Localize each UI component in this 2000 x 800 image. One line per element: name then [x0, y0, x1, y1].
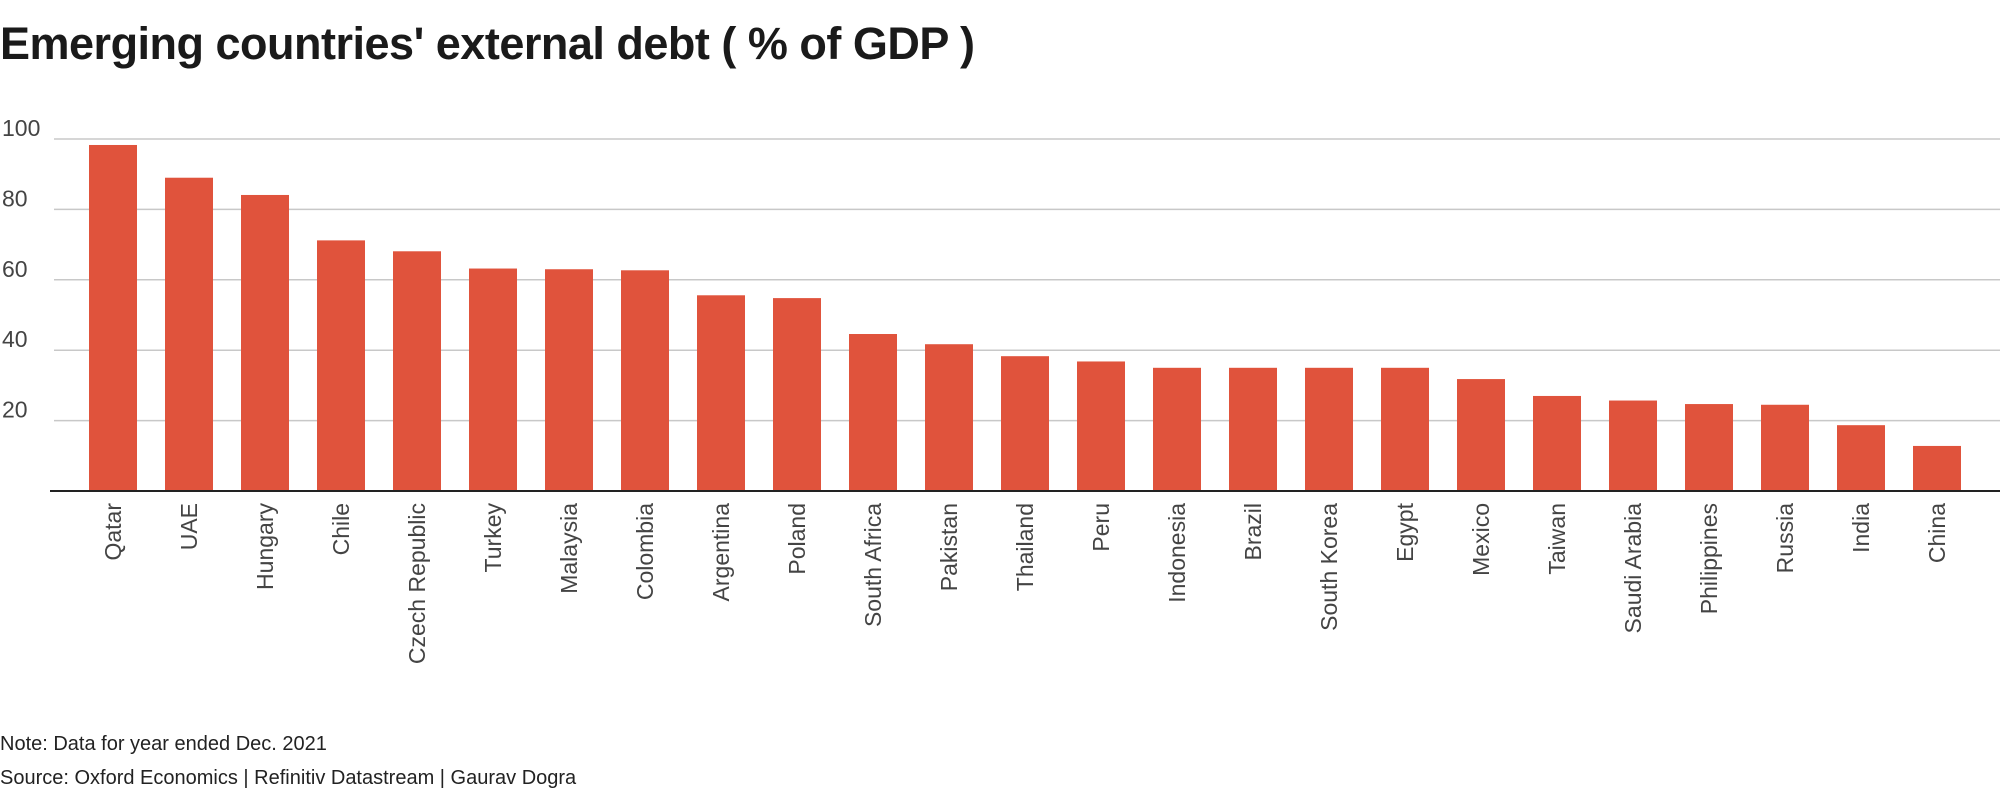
x-tick-label: Chile [328, 503, 354, 555]
x-tick-label: Russia [1772, 503, 1798, 574]
bar-saudi-arabia [1609, 400, 1657, 491]
x-tick-label: Poland [784, 503, 810, 575]
bar-china [1913, 445, 1961, 491]
x-tick-label: Indonesia [1164, 503, 1190, 603]
chart-source: Source: Oxford Economics | Refinitiv Dat… [0, 767, 577, 789]
y-tick-label: 100 [2, 115, 40, 141]
bar-pakistan [925, 344, 973, 491]
x-tick-label: Pakistan [936, 503, 962, 591]
bar-taiwan [1533, 395, 1581, 491]
bar-uae [165, 177, 213, 491]
chart-note: Note: Data for year ended Dec. 2021 [0, 733, 327, 755]
gridlines [54, 138, 2000, 422]
x-tick-label: Peru [1088, 503, 1114, 552]
bar-qatar [89, 144, 137, 491]
x-tick-label: UAE [176, 503, 202, 550]
bar-colombia [621, 270, 669, 491]
x-tick-label: Turkey [480, 503, 506, 573]
bar-malaysia [545, 269, 593, 491]
bar-czech-republic [393, 251, 441, 491]
bar-brazil [1229, 367, 1277, 491]
x-tick-label: Taiwan [1544, 503, 1570, 575]
chart-title: Emerging countries' external debt ( % of… [0, 18, 975, 69]
bar-indonesia [1153, 367, 1201, 491]
x-tick-label: Qatar [100, 503, 126, 561]
y-tick-label: 60 [2, 256, 28, 282]
bar-egypt [1381, 367, 1429, 491]
bar-chile [317, 240, 365, 491]
y-axis-ticks: 20 40 60 80 100 [2, 115, 40, 423]
bar-mexico [1457, 379, 1505, 491]
x-tick-label: India [1848, 503, 1874, 553]
bar-russia [1761, 404, 1809, 491]
bar-peru [1077, 361, 1125, 491]
x-tick-label: Egypt [1392, 502, 1418, 561]
bar-poland [773, 298, 821, 491]
bar-hungary [241, 194, 289, 491]
y-tick-label: 40 [2, 326, 28, 352]
x-tick-label: Brazil [1240, 503, 1266, 561]
bar-south-korea [1305, 367, 1353, 491]
y-tick-label: 80 [2, 185, 28, 211]
x-tick-label: South Africa [860, 503, 886, 627]
bars [89, 144, 1961, 491]
x-tick-label: Colombia [632, 503, 658, 600]
x-tick-label: Philippines [1696, 503, 1722, 614]
bar-argentina [697, 295, 745, 491]
x-tick-label: Mexico [1468, 503, 1494, 576]
x-tick-label: Saudi Arabia [1620, 503, 1646, 634]
x-tick-label: Hungary [252, 503, 278, 590]
bar-philippines [1685, 404, 1733, 491]
x-tick-label: Argentina [708, 503, 734, 602]
x-tick-label: China [1924, 503, 1950, 563]
x-axis-labels: Qatar UAE Hungary Chile Czech Republic Turkey… [100, 502, 1950, 664]
bar-india [1837, 425, 1885, 491]
x-tick-label: Thailand [1012, 503, 1038, 591]
x-tick-label: Czech Republic [404, 503, 430, 664]
bar-thailand [1001, 356, 1049, 491]
bar-chart: 20 40 60 80 100 Qatar UAE Hungary Chile Czech Re… [2, 115, 2000, 664]
bar-south-africa [849, 334, 897, 491]
bar-turkey [469, 268, 517, 491]
x-tick-label: South Korea [1316, 503, 1342, 631]
x-tick-label: Malaysia [556, 503, 582, 594]
y-tick-label: 20 [2, 397, 28, 423]
